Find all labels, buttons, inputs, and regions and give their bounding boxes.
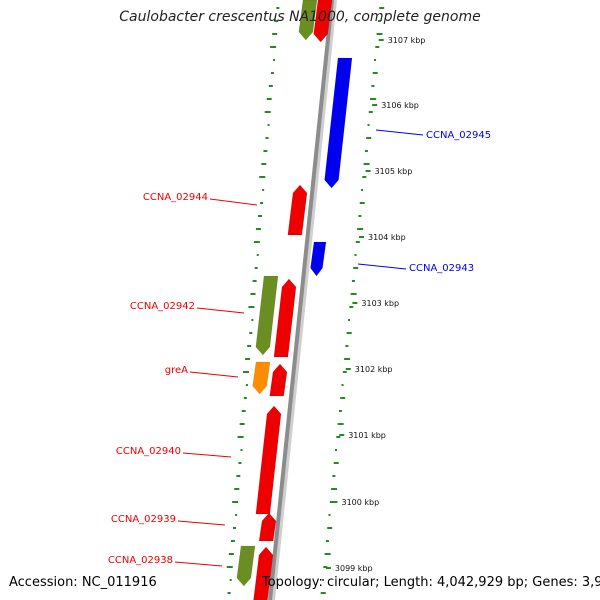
gene-label-ccna-02942[interactable]: CCNA_02942 <box>130 301 195 312</box>
gene-label-ccna-02943[interactable]: CCNA_02943 <box>409 263 474 274</box>
gene-bar-grea[interactable] <box>269 363 288 397</box>
gene-labels: CCNA_02945 CCNA_02944 CCNA_02943 CCNA_02942… <box>108 129 491 567</box>
topology-text: Topology: circular; Length: 4,042,929 bp… <box>262 575 600 590</box>
gene-bar-ccna-02944[interactable] <box>287 184 308 236</box>
ruler-label: 3106 kbp <box>381 101 419 110</box>
gene-label-grea[interactable]: greA <box>165 365 188 376</box>
gene-label-ccna-02939[interactable]: CCNA_02939 <box>111 514 176 525</box>
label-leader-line <box>375 129 424 136</box>
ruler-label: 3105 kbp <box>375 167 413 176</box>
gene-label-ccna-02945[interactable]: CCNA_02945 <box>426 130 491 141</box>
accession-text: Accession: NC_011916 <box>9 575 157 590</box>
gene-bar-ccna-02938[interactable] <box>253 546 274 600</box>
ruler-label: 3103 kbp <box>361 299 399 308</box>
ruler-label: 3099 kbp <box>335 564 373 573</box>
ruler-label: 3101 kbp <box>348 431 386 440</box>
gene-bar-olive-1[interactable] <box>255 275 279 356</box>
genome-backbone <box>268 0 334 600</box>
gene-bar-top-olive[interactable] <box>298 0 318 41</box>
map-title: Caulobacter crescentus NA1000, complete … <box>119 9 481 25</box>
ruler-label: 3107 kbp <box>388 36 426 45</box>
label-leader-line <box>182 452 232 458</box>
ruler-label: 3104 kbp <box>368 233 406 242</box>
label-leader-line <box>189 371 239 378</box>
gene-bar-olive-2[interactable] <box>236 545 256 587</box>
ruler-label: 3102 kbp <box>355 365 393 374</box>
gene-bar-ccna-02945[interactable] <box>324 57 353 189</box>
label-leader-line <box>177 520 226 526</box>
label-leader-line <box>209 198 258 206</box>
gene-label-ccna-02940[interactable]: CCNA_02940 <box>116 446 181 457</box>
gene-bar-ccna-02943[interactable] <box>310 241 327 277</box>
label-leader-line <box>196 307 245 314</box>
gc-skew-ticks <box>226 7 385 594</box>
label-leader-line <box>357 263 407 270</box>
gene-bar-ccna-02942[interactable] <box>273 278 297 358</box>
ruler-label: 3100 kbp <box>342 498 380 507</box>
label-leader-line <box>174 561 223 567</box>
gene-label-ccna-02944[interactable]: CCNA_02944 <box>143 192 208 203</box>
gene-label-ccna-02938[interactable]: CCNA_02938 <box>108 555 173 566</box>
gene-bar-top-red[interactable] <box>313 0 333 43</box>
gene-bar-grea-rna[interactable] <box>252 361 271 395</box>
gene-features <box>236 0 353 600</box>
kbp-ruler: 3107 kbp 3106 kbp 3105 kbp 3104 kbp 3103 kbp… <box>325 36 426 573</box>
gene-bar-ccna-02940[interactable] <box>255 405 282 515</box>
gene-bar-ccna-02939[interactable] <box>258 512 277 542</box>
